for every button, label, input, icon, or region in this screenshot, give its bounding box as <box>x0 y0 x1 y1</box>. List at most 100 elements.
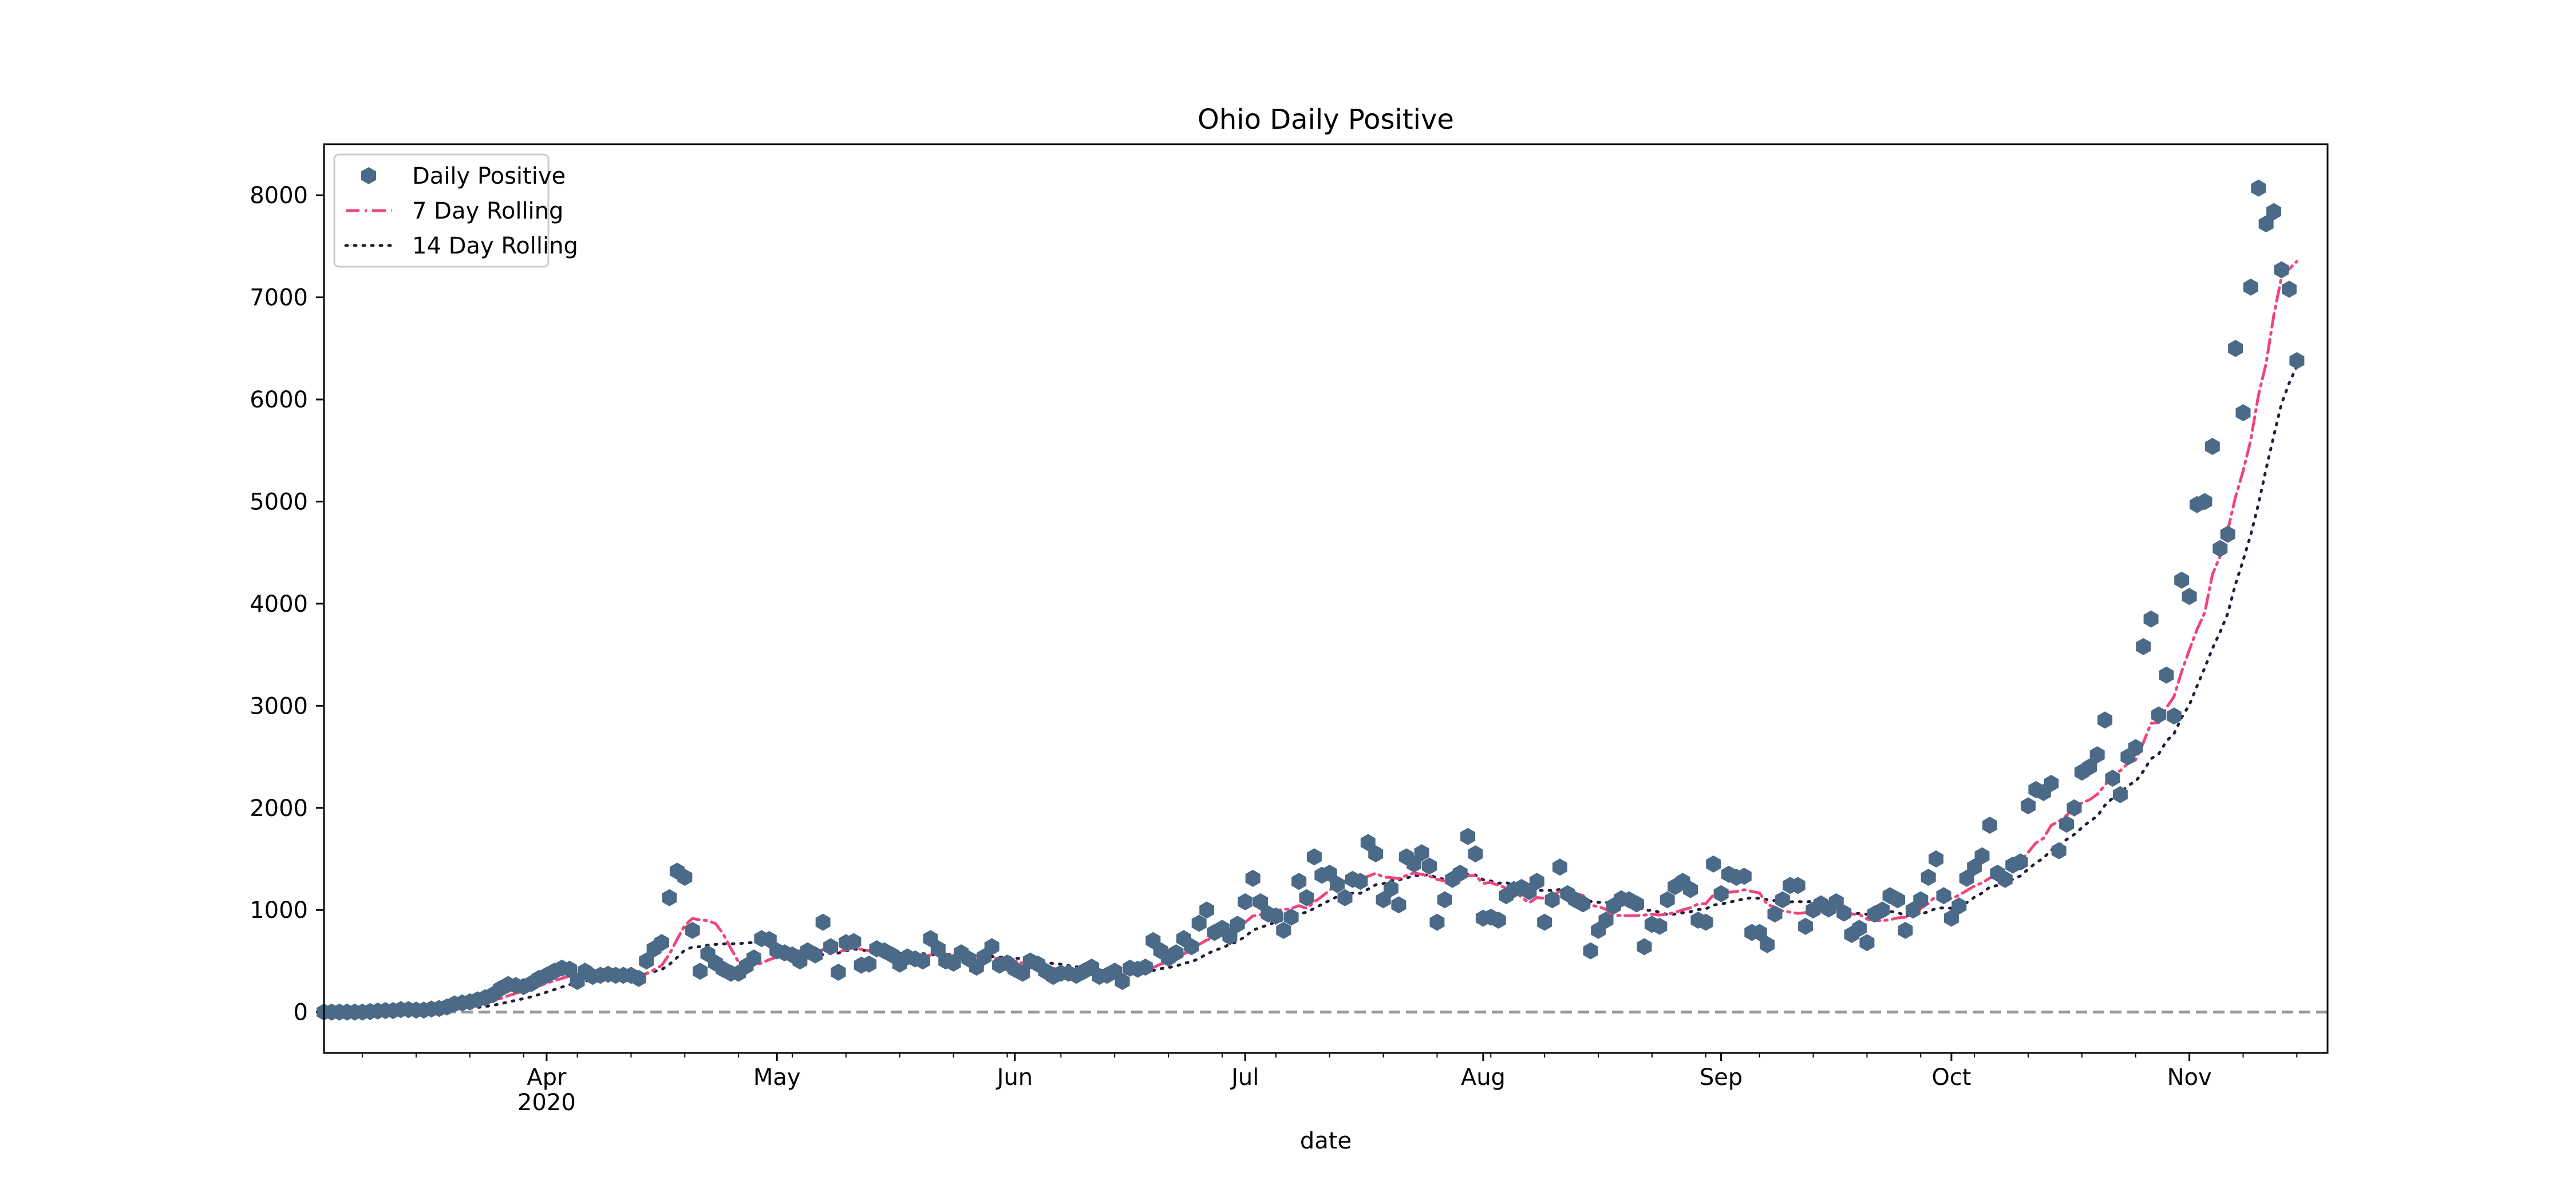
data-point <box>2059 815 2075 833</box>
data-point <box>1706 855 1721 873</box>
data-point <box>1529 873 1544 890</box>
x-tick-label: Sep <box>1700 1064 1743 1091</box>
x-tick-label: Apr <box>527 1064 567 1091</box>
data-point <box>1775 891 1790 909</box>
data-point <box>2151 706 2166 724</box>
data-point <box>1199 901 1215 919</box>
data-point <box>1137 959 1153 976</box>
data-point <box>1414 844 1429 862</box>
data-point <box>915 952 930 970</box>
data-point <box>2013 853 2028 871</box>
data-point <box>1683 881 1698 898</box>
data-point <box>1852 920 1867 937</box>
data-point <box>2220 525 2235 543</box>
y-tick-label: 7000 <box>250 285 308 311</box>
data-point <box>2174 571 2190 589</box>
data-point <box>1437 891 1452 909</box>
data-point <box>2266 203 2282 220</box>
data-point <box>808 946 823 964</box>
data-point <box>1660 891 1675 909</box>
data-point <box>1828 893 1844 910</box>
data-point <box>1629 895 1645 913</box>
data-point <box>2089 746 2105 763</box>
data-point <box>1583 942 1598 960</box>
data-point <box>2212 540 2228 557</box>
chart-title: Ohio Daily Positive <box>1198 104 1454 136</box>
data-point <box>1974 847 1990 865</box>
data-point <box>1460 827 1476 845</box>
data-point <box>2143 610 2159 628</box>
data-point <box>1184 938 1199 956</box>
data-point <box>1406 855 1422 873</box>
x-tick-label: Jul <box>1230 1064 1259 1091</box>
data-point <box>662 889 677 906</box>
data-point <box>1353 873 1368 890</box>
data-point <box>1890 891 1905 909</box>
data-point <box>1222 928 1238 945</box>
data-point <box>2282 280 2297 298</box>
plot-frame <box>323 143 2329 1054</box>
data-point <box>1429 913 1445 931</box>
data-point <box>1982 817 1997 834</box>
data-point <box>2197 493 2212 510</box>
data-point <box>823 938 838 956</box>
data-point <box>1836 904 1852 922</box>
data-point <box>1859 934 1875 952</box>
y-tick-label: 5000 <box>250 489 308 515</box>
data-point <box>930 940 946 957</box>
legend-box <box>333 153 550 268</box>
data-point <box>1652 917 1668 935</box>
data-point <box>1452 865 1468 882</box>
data-point <box>1767 905 1783 923</box>
data-point <box>1598 912 1614 929</box>
data-point <box>746 949 761 967</box>
data-point <box>1238 893 1253 910</box>
data-point <box>2235 404 2251 422</box>
data-point <box>1936 887 1951 905</box>
rolling-average-lines <box>322 260 2298 1014</box>
data-point <box>1306 848 1322 866</box>
data-point <box>761 930 777 948</box>
data-point <box>1552 858 1567 876</box>
legend: Daily Positive 7 Day Rolling 14 Day Roll… <box>333 153 578 268</box>
data-point <box>1760 936 1775 953</box>
y-tick-label: 4000 <box>250 591 308 617</box>
data-point <box>1168 944 1184 962</box>
y-tick-label: 8000 <box>250 183 308 209</box>
data-point <box>2204 438 2220 456</box>
data-point <box>1736 868 1752 885</box>
data-point <box>1268 907 1283 925</box>
data-point <box>2082 758 2097 776</box>
data-point <box>846 933 862 950</box>
data-point <box>1752 924 1767 941</box>
data-point <box>1468 845 1483 863</box>
data-point <box>2097 711 2113 729</box>
data-point <box>1929 850 1944 868</box>
y-tick-label: 3000 <box>250 693 308 719</box>
data-point <box>1276 921 1291 939</box>
y-tick-label: 6000 <box>250 387 308 413</box>
plot-background <box>324 144 2328 1053</box>
data-point <box>984 938 999 956</box>
data-point <box>2159 666 2174 684</box>
daily-positive-points <box>317 179 2305 1021</box>
data-point <box>1245 869 1261 887</box>
data-point <box>2251 179 2266 197</box>
data-point <box>562 960 578 978</box>
data-point <box>2128 739 2143 757</box>
data-point <box>2112 786 2128 803</box>
data-point <box>1368 845 1384 863</box>
y-tick-label: 2000 <box>250 795 308 822</box>
legend-label-7-day: 7 Day Rolling <box>412 198 563 224</box>
data-point <box>677 869 693 886</box>
data-point <box>685 921 700 939</box>
data-point <box>1898 921 1913 939</box>
data-point <box>2067 799 2082 817</box>
data-point <box>2228 339 2243 357</box>
x-tick-label: Aug <box>1461 1064 1506 1091</box>
data-point <box>1790 877 1805 894</box>
legend-label-daily-positive: Daily Positive <box>412 163 566 189</box>
data-point <box>639 952 654 970</box>
